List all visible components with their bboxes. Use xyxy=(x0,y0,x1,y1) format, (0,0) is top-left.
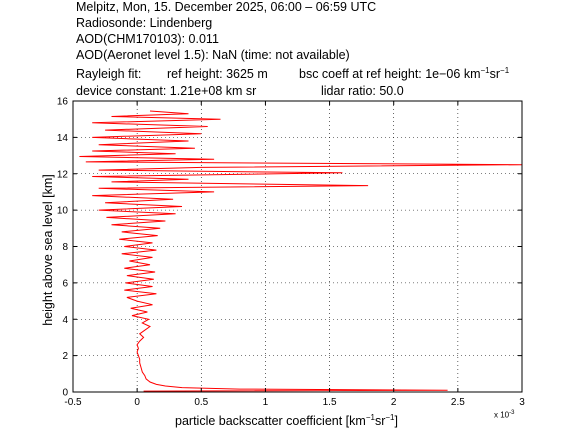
x-tick-label: 2 xyxy=(391,397,397,408)
y-tick-label: 0 xyxy=(62,388,68,399)
x-axis-ticks: -0.5 0 0.5 1 1.5 2 2.5 3 xyxy=(64,101,525,408)
x-axis-label-exp2: −1 xyxy=(385,413,395,422)
y-tick-label: 8 xyxy=(62,242,68,253)
y-tick-label: 2 xyxy=(62,351,68,362)
bsc-coeff-label: bsc coeff at ref height: 1e−06 km−1sr−1 xyxy=(299,64,509,81)
x-axis-label-sr: sr xyxy=(374,414,386,429)
x-axis-scale-factor: x 10-3 xyxy=(494,406,514,423)
x-axis-label-main: particle backscatter coefficient [km xyxy=(175,414,366,429)
x-scale-exp: -3 xyxy=(509,410,515,416)
x-tick-label: 1.5 xyxy=(323,397,337,408)
y-axis-label: height above sea level [km] xyxy=(41,174,55,326)
y-tick-label: 16 xyxy=(57,97,69,108)
x-tick-label: -0.5 xyxy=(64,397,82,408)
y-tick-label: 10 xyxy=(57,206,69,217)
x-tick-label: 0.5 xyxy=(194,397,208,408)
y-tick-label: 4 xyxy=(62,315,68,326)
x-tick-label: 0 xyxy=(134,397,140,408)
backscatter-profile-line xyxy=(79,110,523,392)
device-constant-label: device constant: 1.21e+08 km sr xyxy=(76,84,257,98)
bsc-coeff-exp2: −1 xyxy=(500,66,510,75)
aod-chm-label: AOD(CHM170103): 0.011 xyxy=(76,32,219,46)
x-tick-label: 2.5 xyxy=(451,397,465,408)
y-axis-ticks: 0 2 4 6 8 10 12 14 16 xyxy=(57,97,522,399)
x-axis-label: particle backscatter coefficient [km−1sr… xyxy=(175,411,398,428)
x-scale-base: x 10 xyxy=(494,410,510,420)
y-tick-label: 6 xyxy=(62,278,68,289)
x-axis-label-close: ] xyxy=(394,414,398,429)
x-tick-label: 3 xyxy=(519,397,525,408)
rayleigh-fit-label: Rayleigh fit: xyxy=(76,67,142,81)
radiosonde-label: Radiosonde: Lindenberg xyxy=(76,16,213,30)
ref-height-label: ref height: 3625 m xyxy=(167,67,268,81)
y-tick-label: 14 xyxy=(57,133,69,144)
bsc-coeff-sr: sr xyxy=(489,67,501,82)
x-tick-label: 1 xyxy=(263,397,269,408)
grid-lines xyxy=(72,100,523,393)
lidar-ratio-label: lidar ratio: 50.0 xyxy=(321,84,404,98)
y-tick-label: 12 xyxy=(57,169,69,180)
x-axis-label-exp1: −1 xyxy=(365,413,375,422)
title-location-date: Melpitz, Mon, 15. December 2025, 06:00 –… xyxy=(76,0,377,14)
aod-aeronet-label: AOD(Aeronet level 1.5): NaN (time: not a… xyxy=(76,48,350,62)
bsc-coeff-prefix: bsc coeff at ref height: 1e−06 km xyxy=(299,67,481,82)
bsc-coeff-exp1: −1 xyxy=(480,66,490,75)
